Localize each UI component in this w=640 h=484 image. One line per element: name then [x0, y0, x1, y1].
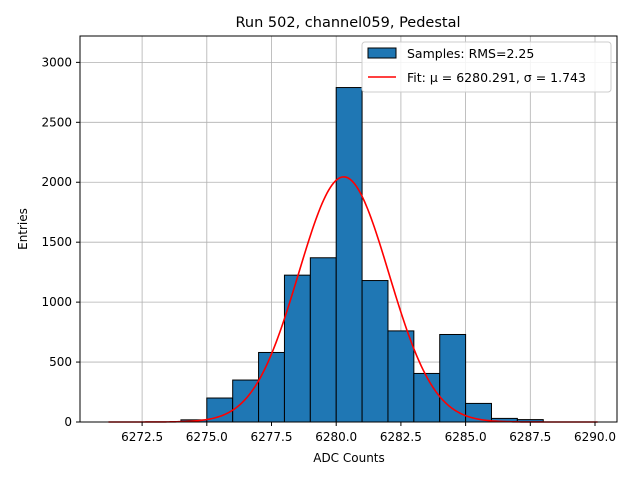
y-axis-label: Entries	[16, 208, 30, 250]
x-axis-label: ADC Counts	[313, 451, 385, 465]
histogram-bar	[258, 351, 285, 423]
x-tick-label: 6285.0	[445, 430, 487, 444]
histogram-bar	[309, 257, 337, 423]
y-tick-label: 2500	[41, 115, 72, 129]
plot-frame	[79, 35, 618, 423]
histogram-bar	[361, 280, 389, 423]
x-tick-label: 6272.5	[121, 430, 163, 444]
x-tick-label: 6290.0	[574, 430, 616, 444]
y-tick-label: 0	[64, 415, 72, 429]
histogram-bar	[413, 372, 441, 423]
y-tick-label: 500	[49, 355, 72, 369]
x-tick-label: 6275.0	[186, 430, 228, 444]
histogram-bar	[283, 274, 311, 423]
legend: Samples: RMS=2.25 Fit: μ = 6280.291, σ =…	[361, 41, 612, 93]
legend-label-samples: Samples: RMS=2.25	[407, 46, 534, 61]
legend-box	[361, 41, 612, 93]
y-tick-label: 1500	[41, 235, 72, 249]
histogram-bar	[387, 330, 415, 423]
x-tick-label: 6280.0	[315, 430, 357, 444]
y-axis-ticks: 0 500 1000 1500 2000 2500 3000	[41, 55, 80, 429]
y-tick-label: 3000	[41, 55, 72, 69]
histogram-bar	[335, 87, 363, 423]
chart-title: Run 502, channel059, Pedestal	[235, 15, 460, 31]
histogram-bars	[180, 87, 544, 423]
x-tick-label: 6287.5	[509, 430, 551, 444]
x-tick-label: 6277.5	[251, 430, 293, 444]
x-axis-ticks: 6272.5 6275.0 6277.5 6280.0 6282.5 6285.0 6287…	[121, 422, 616, 444]
y-tick-label: 2000	[41, 175, 72, 189]
legend-swatch-samples	[367, 47, 397, 59]
histogram-bar	[439, 333, 467, 423]
y-tick-label: 1000	[41, 295, 72, 309]
legend-label-fit: Fit: μ = 6280.291, σ = 1.743	[407, 70, 586, 85]
x-tick-label: 6282.5	[380, 430, 422, 444]
